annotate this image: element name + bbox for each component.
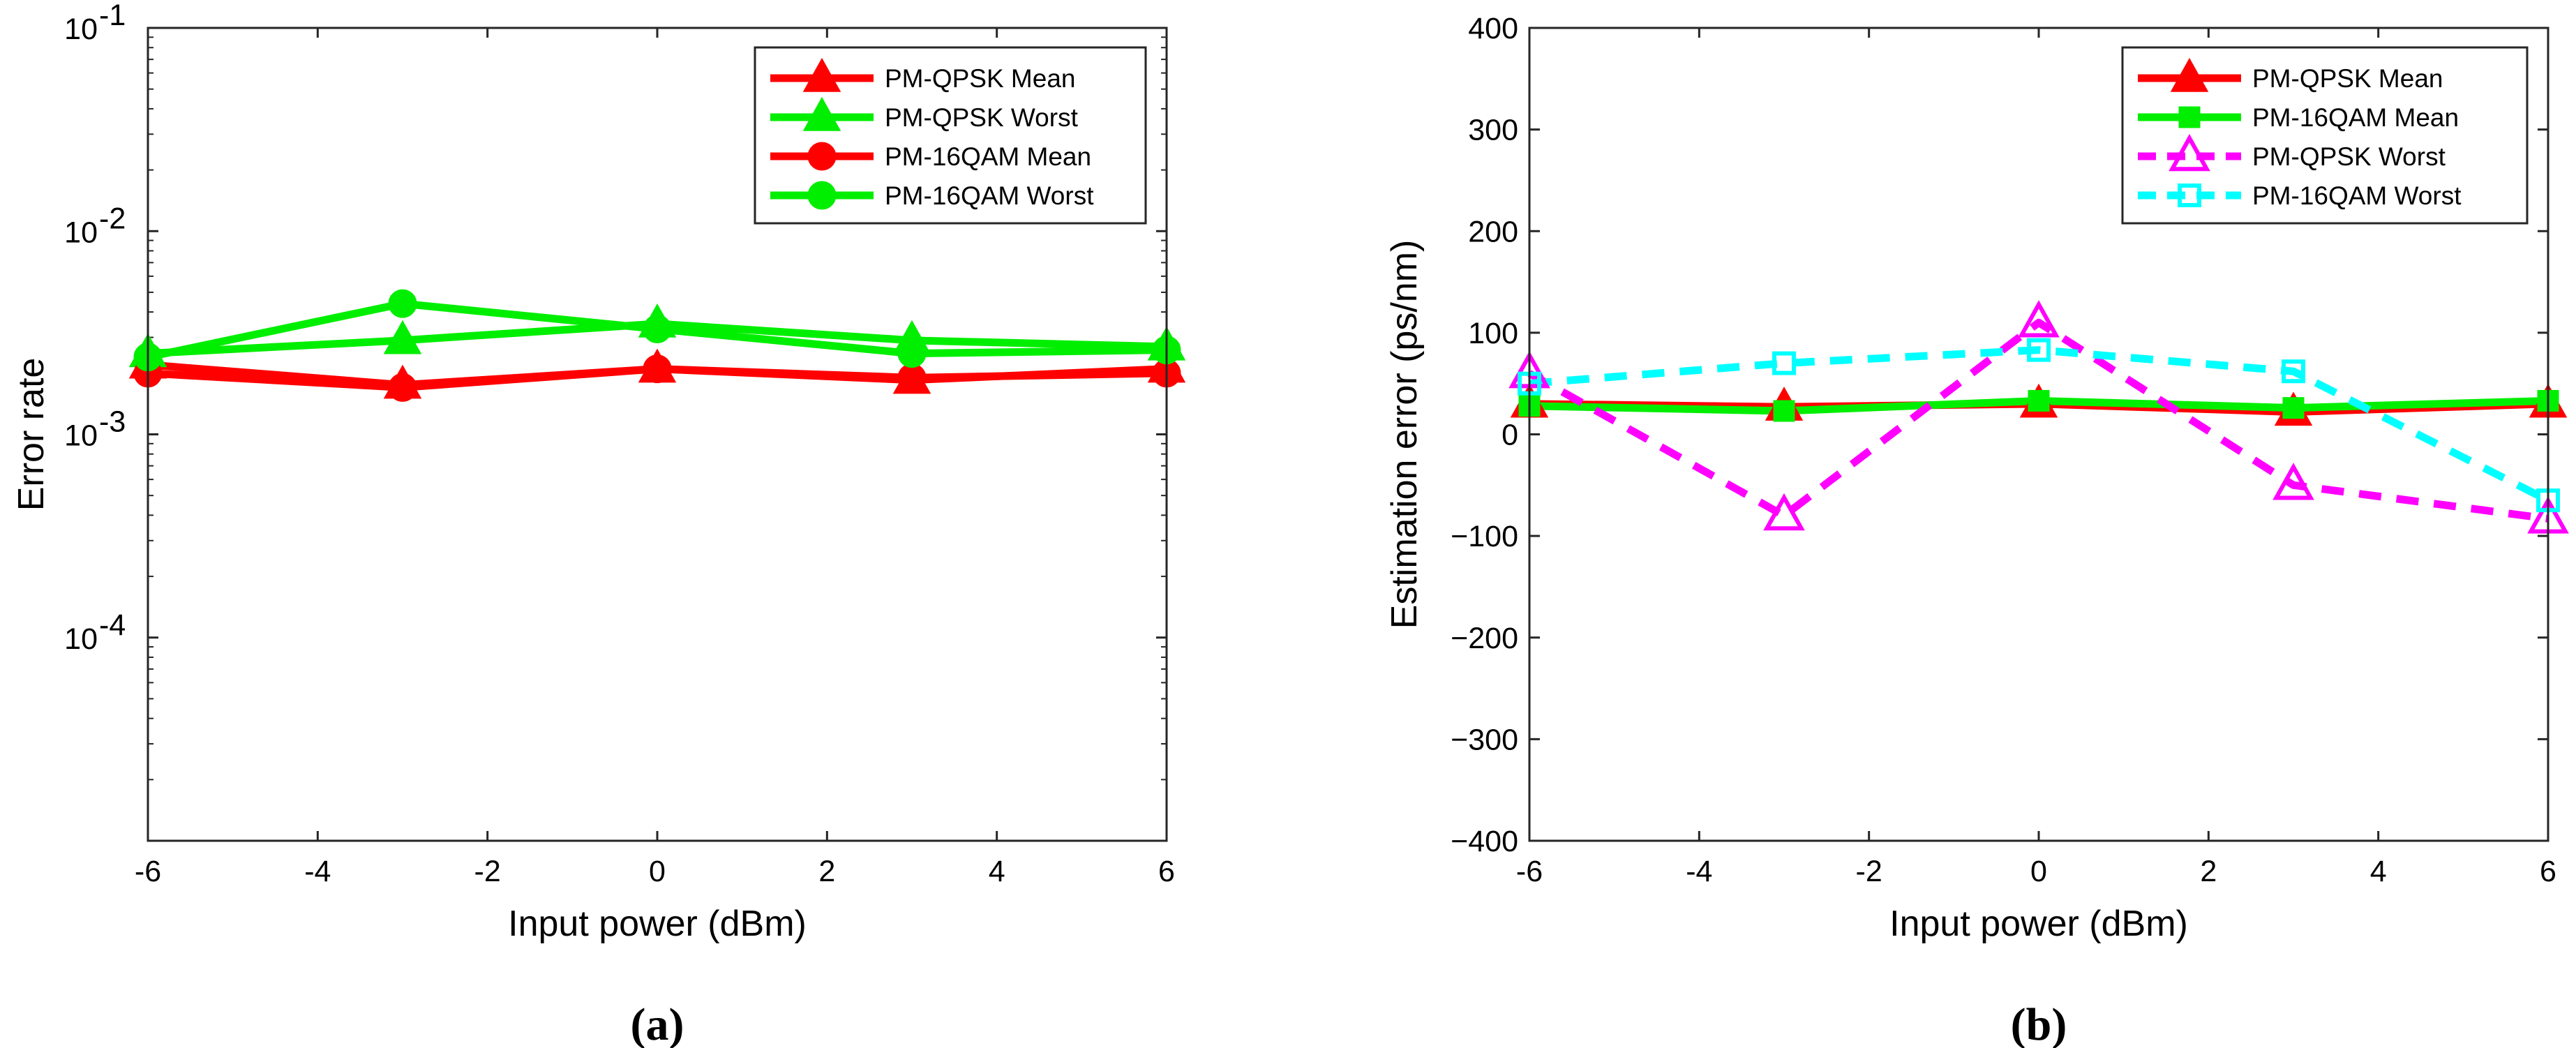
y-tick-label: 100 [1468, 317, 1518, 350]
y-tick-label: −300 [1451, 723, 1518, 756]
data-point-pm-16qam-worst [2282, 359, 2305, 384]
data-point-pm-16qam-mean [643, 354, 672, 384]
y-tick-exponent: -2 [99, 202, 126, 235]
y-axis-label: Error rate [11, 358, 52, 511]
legend-label-pm-qpsk-worst: PM-QPSK Worst [885, 103, 1079, 132]
y-tick-exponent: -4 [99, 608, 126, 642]
legend-marker-pm-16qam-worst [2178, 184, 2201, 207]
y-tick-label: 300 [1468, 114, 1518, 147]
panel-caption: (b) [2011, 999, 2067, 1048]
legend-label-pm-16qam-worst: PM-16QAM Worst [2252, 181, 2462, 210]
data-point-pm-16qam-worst [1772, 351, 1796, 375]
x-tick-label: 4 [989, 855, 1005, 888]
y-tick-label: 400 [1468, 12, 1518, 45]
y-tick-label: −400 [1451, 825, 1518, 858]
x-tick-label: -6 [135, 855, 161, 888]
legend-label-pm-16qam-worst: PM-16QAM Worst [885, 181, 1094, 210]
y-axis-label: Estimation error (ps/nm) [1384, 240, 1425, 629]
x-tick-label: 6 [1158, 855, 1175, 888]
y-tick-label: 10 [64, 622, 98, 656]
legend-label-pm-qpsk-worst: PM-QPSK Worst [2252, 142, 2446, 171]
legend-marker-pm-16qam-mean [2178, 106, 2201, 128]
x-tick-label: -4 [1686, 855, 1712, 888]
x-tick-label: 4 [2370, 855, 2387, 888]
x-axis-label: Input power (dBm) [1889, 904, 2188, 944]
x-tick-label: 2 [2200, 855, 2217, 888]
plot-frame [1528, 27, 2549, 842]
x-tick-label: -2 [474, 855, 501, 888]
x-tick-label: 6 [2540, 855, 2556, 888]
y-tick-exponent: -1 [99, 0, 126, 32]
legend-marker-pm-qpsk-mean [2170, 57, 2209, 92]
legend: PM-QPSK Mean PM-QPSK Worst PM-16QAM Mean PM… [754, 46, 1147, 225]
series-markers-pm-16qam-worst [1518, 338, 2560, 513]
series-markers-pm-16qam-worst [133, 289, 1181, 372]
data-point-pm-16qam-mean [2028, 389, 2050, 412]
y-tick-label: 0 [1502, 419, 1518, 452]
legend-marker-pm-qpsk-worst [2169, 133, 2210, 172]
data-point-pm-16qam-worst [2027, 338, 2051, 362]
y-tick-label: −100 [1451, 520, 1518, 553]
legend-label-pm-16qam-mean: PM-16QAM Mean [2252, 103, 2459, 132]
data-point-pm-16qam-mean [1773, 400, 1795, 422]
x-tick-label: -6 [1516, 855, 1543, 888]
data-point-pm-qpsk-worst [2018, 300, 2060, 338]
data-point-pm-16qam-worst [897, 339, 927, 368]
data-point-pm-16qam-mean [2282, 397, 2305, 419]
y-tick-label: −200 [1451, 622, 1518, 655]
plot-frame [147, 27, 1168, 842]
x-tick-label: 0 [649, 855, 666, 888]
panel-caption: (a) [631, 999, 684, 1048]
x-tick-label: 2 [818, 855, 835, 888]
data-point-pm-16qam-mean [388, 373, 417, 402]
legend-marker-pm-qpsk-worst [802, 96, 841, 131]
legend: PM-QPSK Mean PM-16QAM Mean PM-QPSK Worst PM… [2121, 46, 2529, 225]
x-tick-label: -2 [1856, 855, 1882, 888]
legend-label-pm-qpsk-mean: PM-QPSK Mean [2252, 64, 2443, 93]
series-line-pm-qpsk-worst [1527, 318, 2549, 523]
legend-label-pm-16qam-mean: PM-16QAM Mean [885, 142, 1091, 171]
chart-panel-b: -6 -4 -2 0 2 4 6 400 300 200 100 0 −100 −200 −300 −400 I… [1384, 12, 2569, 1048]
data-point-pm-qpsk-worst [1763, 493, 1805, 531]
y-tick-exponent: -3 [99, 405, 126, 439]
data-point-pm-16qam-worst [643, 314, 672, 343]
legend-label-pm-qpsk-mean: PM-QPSK Mean [885, 64, 1075, 93]
x-tick-label: 0 [2030, 855, 2047, 888]
y-tick-label: 10 [64, 419, 98, 453]
y-tick-label: 10 [64, 13, 98, 46]
y-tick-label: 10 [64, 216, 98, 249]
legend-marker-pm-16qam-mean [807, 142, 837, 171]
data-point-pm-qpsk-worst [2272, 463, 2314, 500]
legend-marker-pm-qpsk-mean [802, 57, 841, 92]
data-point-pm-qpsk-worst [383, 320, 422, 354]
y-tick-label: 200 [1468, 215, 1518, 248]
legend-marker-pm-16qam-worst [807, 181, 837, 210]
x-axis-label: Input power (dBm) [508, 904, 807, 944]
data-point-pm-16qam-mean [897, 363, 927, 392]
series-line-pm-16qam-worst [1529, 346, 2550, 504]
data-point-pm-16qam-worst [388, 289, 417, 318]
x-tick-label: -4 [304, 855, 331, 888]
